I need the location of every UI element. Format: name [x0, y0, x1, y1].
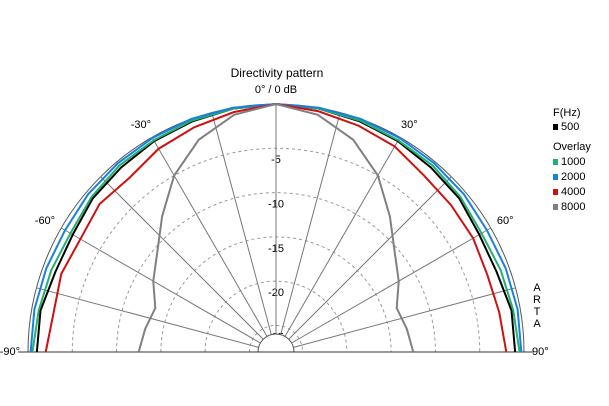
theta-tick-label: 90°	[532, 346, 549, 358]
grid-spoke	[36, 287, 259, 348]
legend-label: 2000	[561, 171, 585, 183]
legend-swatch	[553, 174, 558, 180]
watermark-letter: A	[533, 318, 541, 330]
grid-spoke	[151, 136, 268, 337]
hub	[257, 333, 295, 353]
theta-tick-label: -60°	[35, 215, 55, 227]
grid-spoke	[291, 227, 492, 344]
grid-spoke	[211, 112, 272, 335]
theta-tick-label: -90°	[0, 346, 20, 358]
theta-tick-label: -30°	[131, 119, 151, 131]
grid-spoke	[280, 112, 341, 335]
legend-swatch	[553, 159, 558, 165]
grid-spoke	[100, 176, 264, 340]
chart-title: Directivity pattern	[231, 66, 324, 80]
legend-label: 4000	[561, 186, 585, 198]
theta-tick-label: 60°	[497, 215, 514, 227]
watermark-letter: A	[533, 282, 541, 294]
legend-label: 500	[561, 121, 579, 133]
series-line	[137, 102, 415, 353]
watermark-letter: R	[533, 294, 541, 306]
theta-tick-label: 0° / 0 dB	[255, 84, 297, 96]
grid-ring	[204, 280, 348, 353]
legend-swatch	[553, 189, 558, 195]
grid-spoke	[60, 227, 261, 344]
grid-spoke	[293, 287, 516, 348]
grid-spoke	[284, 136, 401, 337]
grid-spoke	[288, 176, 452, 340]
legend-swatch	[553, 124, 558, 130]
legend-label: 8000	[561, 201, 585, 213]
legend-title: F(Hz)	[553, 107, 581, 119]
legend-label: 1000	[561, 156, 585, 168]
legend-title: Overlay	[553, 141, 591, 153]
theta-tick-label: 30°	[401, 119, 418, 131]
legend-swatch	[553, 204, 558, 210]
watermark-letter: T	[534, 306, 541, 318]
